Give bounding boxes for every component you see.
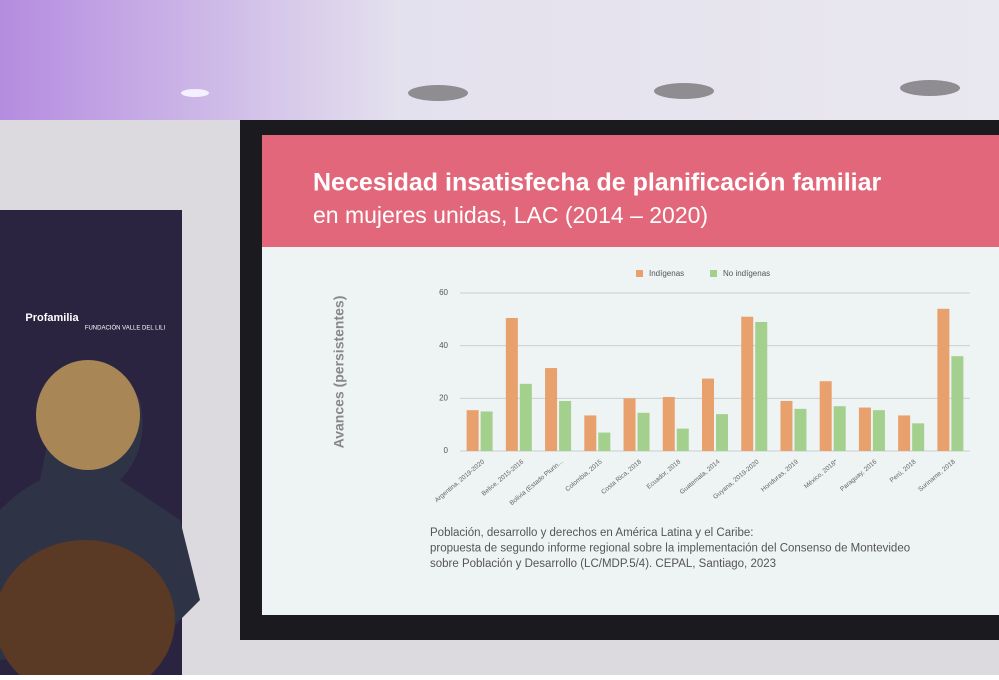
chart-subtitle: en mujeres unidas, LAC (2014 – 2020) (313, 202, 708, 228)
light (181, 89, 209, 97)
title-band (262, 135, 999, 247)
source-text: propuesta de segundo informe regional so… (430, 543, 910, 555)
bar (833, 406, 846, 451)
y-tick-label: 20 (439, 393, 448, 402)
bar (898, 415, 911, 451)
legend-label: Indígenas (649, 269, 684, 278)
bar (755, 321, 768, 451)
legend-label: No indígenas (723, 269, 770, 278)
bar (937, 308, 950, 451)
bar (637, 412, 650, 451)
bar (559, 400, 572, 451)
bar (519, 383, 532, 451)
presenter-hair (36, 360, 140, 470)
bar (794, 408, 807, 451)
bar (505, 318, 518, 451)
y-tick-label: 40 (439, 341, 448, 350)
audience-head (0, 540, 175, 680)
bar (598, 432, 611, 451)
bar (545, 368, 558, 451)
chart-title: Necesidad insatisfecha de planificación … (313, 169, 882, 197)
bar (623, 398, 636, 451)
bar (584, 415, 597, 451)
light (900, 80, 960, 96)
bar (662, 397, 675, 451)
y-tick-label: 60 (439, 288, 448, 297)
logo-text: Profamilia (25, 312, 79, 324)
bar (480, 411, 493, 451)
legend-swatch (710, 270, 717, 277)
bar (780, 400, 793, 451)
bar (912, 423, 925, 451)
logo-text: FUNDACIÓN VALLE DEL LILI (85, 325, 166, 332)
bar (466, 410, 479, 451)
light (408, 85, 468, 101)
ceiling (0, 0, 999, 120)
bar (676, 428, 689, 451)
legend-swatch (636, 270, 643, 277)
y-tick-label: 0 (444, 446, 449, 455)
bar (741, 316, 754, 451)
source-text: sobre Población y Desarrollo (LC/MDP.5/4… (430, 558, 776, 570)
source-text: Población, desarrollo y derechos en Amér… (430, 527, 753, 539)
bar (872, 410, 885, 451)
bar (819, 381, 832, 451)
bar (858, 407, 871, 451)
light (654, 83, 714, 99)
bar (716, 414, 728, 451)
y-axis-label: Avances (persistentes) (331, 296, 347, 449)
bar (702, 378, 714, 451)
bar (951, 356, 964, 451)
